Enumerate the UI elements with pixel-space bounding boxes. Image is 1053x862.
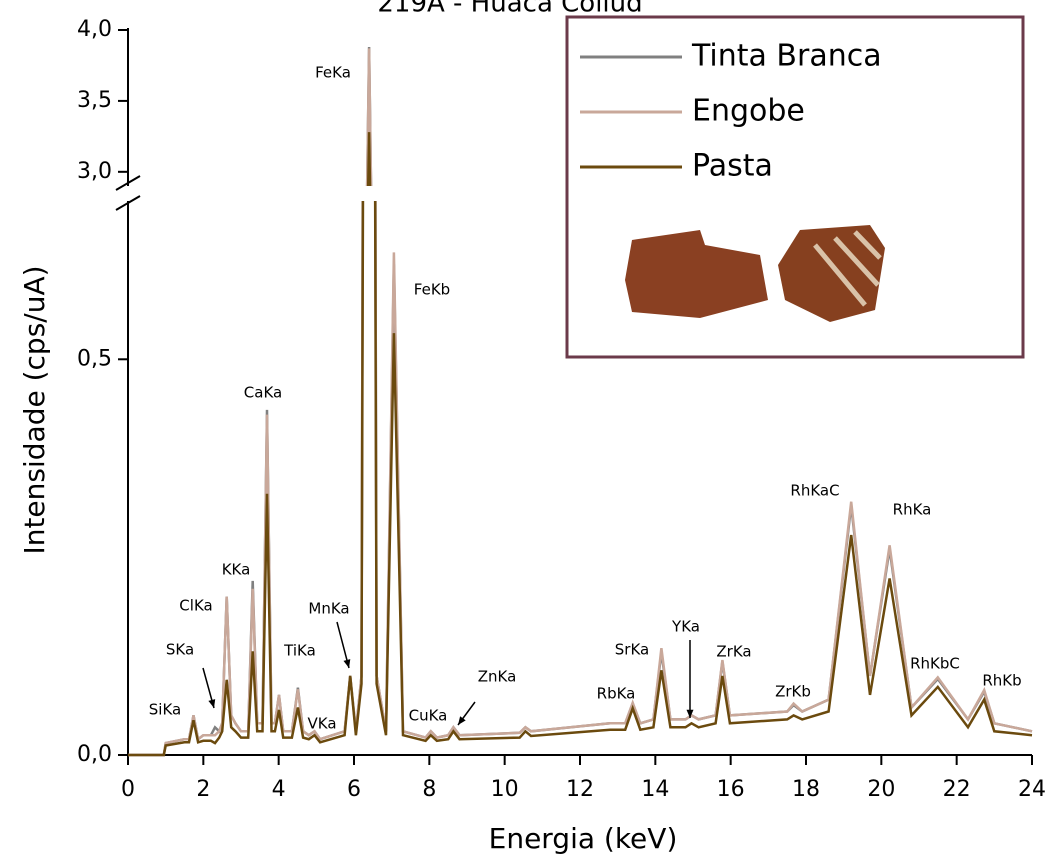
peak-label: CuKa: [409, 707, 448, 725]
y-tick-label: 0,5: [77, 346, 112, 371]
x-tick-label: 0: [121, 777, 135, 802]
y-tick-label: 0,0: [77, 742, 112, 767]
x-tick-label: 8: [422, 777, 436, 802]
chart-title: 219A - Huaca Collud: [377, 0, 642, 19]
peak-label: FeKa: [315, 64, 351, 82]
y-tick-label: 3,0: [77, 159, 112, 184]
y-tick-label: 4,0: [77, 17, 112, 42]
x-tick-label: 14: [641, 777, 669, 802]
arrow-head: [208, 699, 216, 708]
x-tick-label: 12: [566, 777, 594, 802]
x-tick-label: 2: [196, 777, 210, 802]
inset: Tinta Branca Engobe Pasta: [565, 15, 1025, 359]
peak-label: YKa: [671, 618, 700, 636]
arrow-head: [343, 659, 351, 668]
peak-label: RhKa: [893, 501, 932, 519]
x-tick-label: 10: [491, 777, 519, 802]
spectrum-line: [128, 201, 1033, 757]
peak-label: MnKa: [308, 600, 349, 618]
peak-label: RbKa: [597, 685, 636, 703]
x-tick-label: 16: [717, 777, 745, 802]
x-tick-label: 6: [347, 777, 361, 802]
y-axis-label: Intensidade (cps/uA): [18, 265, 51, 554]
x-tick-label: 4: [272, 777, 286, 802]
peak-label: ZnKa: [478, 668, 517, 686]
peak-label: SrKa: [615, 641, 649, 659]
legend-label: Pasta: [692, 149, 773, 184]
peak-label: RhKbC: [910, 655, 960, 673]
arrow-head: [458, 716, 466, 725]
legend-label: Tinta Branca: [691, 39, 882, 74]
x-tick-label: 24: [1018, 777, 1046, 802]
peak-label: TiKa: [283, 642, 316, 660]
legend-label: Engobe: [692, 94, 805, 129]
peak-label: KKa: [222, 561, 251, 579]
x-tick-label: 20: [867, 777, 895, 802]
x-axis-label: Energia (keV): [489, 822, 678, 855]
peak-label: SiKa: [149, 701, 181, 719]
axis-break: [115, 195, 141, 211]
sherd-photo: [625, 230, 768, 318]
arrow-head: [686, 709, 694, 718]
peak-label: ClKa: [179, 597, 212, 615]
axis-break: [115, 175, 141, 191]
x-tick-label: 18: [792, 777, 820, 802]
peak-label: ZrKb: [775, 683, 811, 701]
sherd-decoration: [813, 230, 882, 307]
y-tick-label: 3,5: [77, 88, 112, 113]
x-tick-label: 22: [943, 777, 971, 802]
peak-label: RhKaC: [790, 482, 839, 500]
peak-label: RhKb: [982, 672, 1021, 690]
peak-label: SKa: [166, 641, 194, 659]
peak-label: FeKb: [414, 281, 450, 299]
peak-label: ZrKa: [716, 643, 751, 661]
peak-label: CaKa: [244, 384, 282, 402]
peak-label: VKa: [307, 715, 336, 733]
